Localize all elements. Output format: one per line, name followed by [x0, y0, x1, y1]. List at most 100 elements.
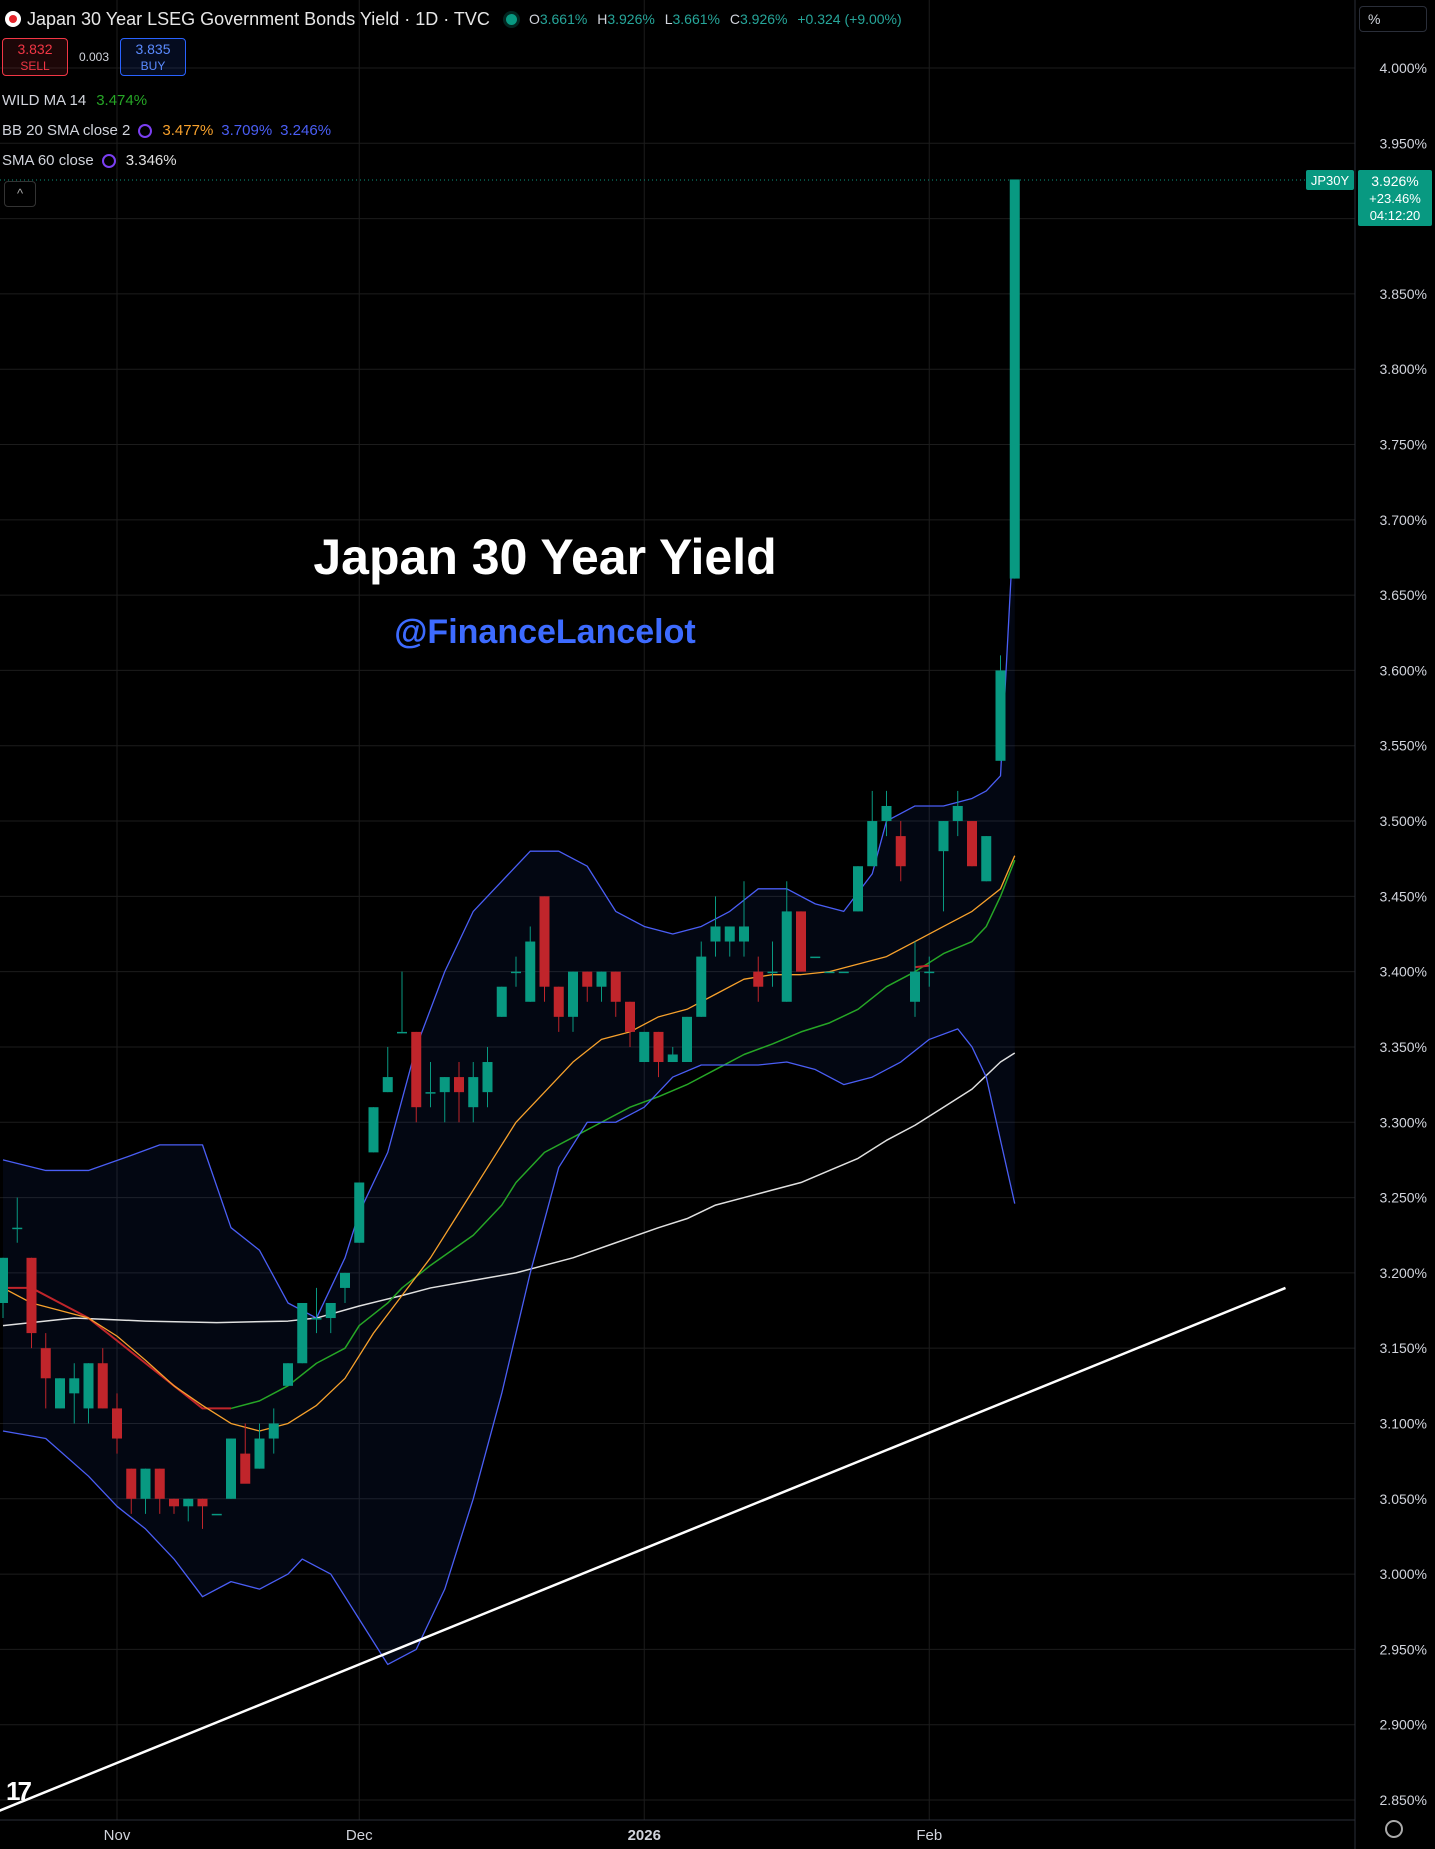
x-tick-label: 2026 — [628, 1827, 661, 1844]
candle-body — [354, 1182, 365, 1243]
y-tick-label: 3.400% — [1380, 964, 1427, 980]
candle-body — [454, 1077, 464, 1093]
candle-body — [425, 1092, 436, 1094]
indicator-name: BB 20 SMA close 2 — [2, 122, 131, 139]
indicator-name: SMA 60 close — [2, 152, 94, 169]
candle-body — [653, 1031, 664, 1063]
candle-body — [340, 1272, 350, 1288]
y-tick-label: 3.050% — [1380, 1491, 1427, 1507]
y-tick-label: 3.500% — [1380, 813, 1427, 829]
y-tick-label: 3.950% — [1380, 135, 1427, 151]
collapse-legend-button[interactable]: ^ — [4, 181, 36, 207]
y-tick-label: 3.700% — [1380, 512, 1427, 528]
chart-header: Japan 30 Year LSEG Government Bonds Yiel… — [0, 0, 902, 38]
candle-body — [639, 1031, 650, 1063]
candle-body — [169, 1498, 179, 1507]
candle-body — [824, 971, 835, 974]
candle-body — [55, 1378, 65, 1409]
bb-lower-value: 3.246% — [280, 122, 332, 139]
candle-body — [924, 971, 935, 974]
candle-body — [26, 1257, 37, 1334]
candle-body — [311, 1318, 322, 1320]
candle-body — [83, 1363, 94, 1409]
candle-body — [69, 1378, 80, 1394]
candle-body — [767, 971, 778, 974]
price-change: +0.324 (+9.00%) — [797, 11, 902, 27]
candle-body — [582, 971, 593, 987]
indicator-wild-ma[interactable]: WILD MA 14 3.474% — [2, 92, 147, 109]
candle-body — [268, 1423, 279, 1439]
symbol-title[interactable]: Japan 30 Year LSEG Government Bonds Yiel… — [27, 8, 490, 29]
candle-body — [910, 971, 920, 1002]
indicator-bollinger[interactable]: BB 20 SMA close 2 3.477% 3.709% 3.246% — [2, 122, 331, 139]
japan-flag-icon — [5, 11, 21, 27]
candle-body — [724, 926, 735, 942]
candle-body — [126, 1468, 137, 1499]
candle-body — [553, 986, 564, 1017]
candle-body — [539, 896, 550, 987]
sma-value: 3.346% — [125, 152, 177, 169]
candle-body — [511, 971, 521, 974]
settings-icon[interactable] — [138, 123, 153, 138]
candles — [0, 179, 1020, 1529]
candle-body — [97, 1363, 108, 1409]
trendline-line — [0, 1286, 1286, 1812]
candle-body — [154, 1468, 165, 1499]
candle-body — [995, 670, 1006, 761]
candle-body — [40, 1348, 51, 1379]
candle-body — [468, 1077, 479, 1108]
candle-body — [667, 1054, 678, 1063]
y-tick-label: 3.300% — [1380, 1114, 1427, 1130]
y-tick-label: 3.100% — [1380, 1415, 1427, 1431]
candle-body — [696, 956, 707, 1017]
y-tick-label: 2.900% — [1380, 1717, 1427, 1733]
trade-buttons: 3.832 SELL 0.003 3.835 BUY — [2, 38, 186, 76]
candle-body — [596, 971, 607, 987]
candle-body — [439, 1077, 450, 1093]
scale-mode-field[interactable]: % — [1359, 6, 1427, 32]
bb-basis-line — [2, 855, 1016, 1432]
candle-body — [938, 821, 949, 852]
buy-label: BUY — [140, 59, 166, 73]
candle-body — [881, 805, 892, 822]
candle-body — [568, 971, 578, 1017]
x-tick-label: Dec — [346, 1827, 373, 1844]
candle-body — [12, 1227, 23, 1230]
indicator-sma[interactable]: SMA 60 close 3.346% — [2, 152, 177, 169]
tradingview-logo-icon[interactable]: 17 — [6, 1776, 32, 1806]
candle-body — [895, 836, 906, 867]
sell-label: SELL — [20, 59, 50, 73]
candle-body — [753, 971, 764, 987]
candle-body — [967, 821, 977, 867]
x-tick-label: Feb — [916, 1827, 942, 1844]
time-axis[interactable]: Nov Dec 2026 Feb — [0, 1819, 1355, 1844]
ohlc-values: O3.661% H3.926% L3.661% C3.926% +0.324 (… — [528, 11, 902, 27]
buy-button[interactable]: 3.835 BUY — [120, 38, 186, 76]
candle-body — [183, 1498, 194, 1507]
price-tag-ticker: JP30Y — [1311, 173, 1350, 188]
y-tick-label: 3.350% — [1380, 1039, 1427, 1055]
sell-button[interactable]: 3.832 SELL — [2, 38, 68, 76]
chart-settings-icon[interactable] — [1385, 1820, 1403, 1838]
candle-body — [140, 1468, 151, 1499]
indicator-name: WILD MA 14 — [2, 92, 87, 109]
candle-body — [211, 1513, 222, 1516]
candle-body — [781, 911, 792, 1002]
y-tick-label: 3.650% — [1380, 587, 1427, 603]
bollinger-band-area — [3, 506, 1015, 1665]
candle-body — [838, 971, 849, 974]
y-tick-label: 3.850% — [1380, 286, 1427, 302]
wild-ma-down-segment — [3, 1286, 231, 1410]
candle-body — [796, 911, 806, 972]
candle-body — [197, 1498, 208, 1507]
bollinger-band-fill — [3, 506, 1015, 1665]
price-axis[interactable]: 4.000%3.950%3.900%3.850%3.800%3.750%3.70… — [1354, 0, 1427, 1849]
candle-body — [867, 821, 878, 867]
candle-body — [382, 1077, 393, 1093]
candle-body — [1009, 179, 1020, 579]
candle-body — [610, 971, 621, 1002]
candle-body — [482, 1062, 493, 1093]
settings-icon[interactable] — [101, 153, 116, 168]
sell-price: 3.832 — [17, 41, 53, 57]
